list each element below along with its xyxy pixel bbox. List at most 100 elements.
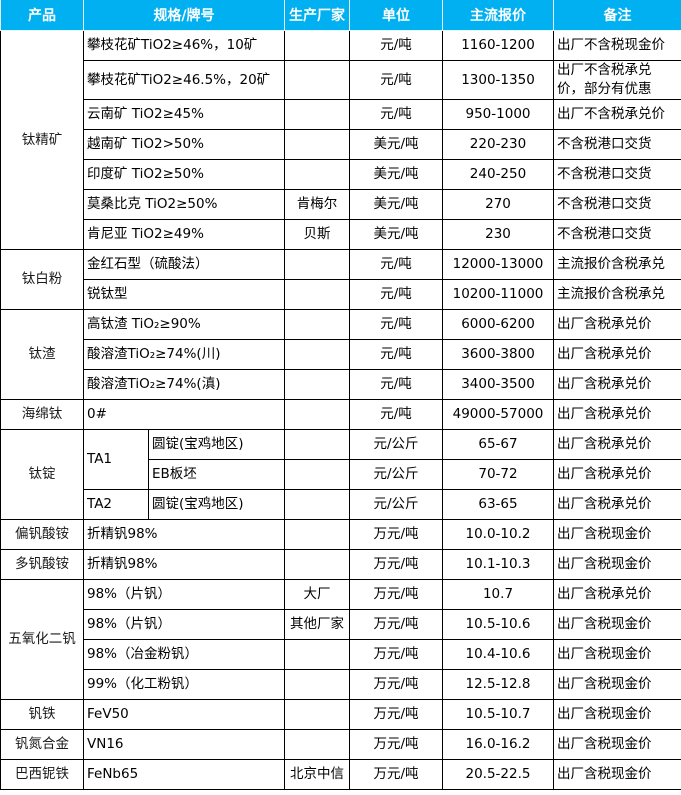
product-cell: 钛锭 [0,429,84,520]
product-cell: 钒氮合金 [0,729,84,760]
note-cell: 出厂含税承兑价 [553,399,681,430]
table-row: 钛锭 TA1 圆锭(宝鸡地区) 元/公斤 65-67 出厂含税承兑价 [0,429,681,520]
note-cell: 出厂含税现金价 [553,669,681,700]
header-price: 主流报价 [442,0,554,31]
spec-cell: FeNb65 [83,759,285,790]
note-cell: 出厂含税现金价 [553,639,681,670]
maker-cell [284,549,350,580]
price-cell: 63-65 [442,489,554,520]
spec-cell: 98%（冶金粉钒） [83,639,285,670]
table-row: 钛渣 高钛渣 TiO₂≥90% 元/吨 6000-6200 出厂含税承兑价 [0,309,681,400]
product-cell: 巴西铌铁 [0,759,84,790]
form-cell: EB板坯 [148,459,285,490]
price-cell: 70-72 [442,459,554,490]
note-cell: 出厂含税承兑价 [553,429,681,460]
unit-cell: 万元/吨 [349,519,443,550]
price-cell: 1160-1200 [442,30,554,61]
unit-cell: 元/吨 [349,309,443,340]
note-cell: 不含税港口交货 [553,159,681,190]
spec-cell: 98%（片钒） [83,609,285,640]
table-row: 偏钒酸铵 折精钒98% 万元/吨 10.0-10.2 出厂含税现金价 [0,519,681,550]
price-cell: 270 [442,189,554,220]
unit-cell: 万元/吨 [349,549,443,580]
unit-cell: 元/公斤 [349,489,443,520]
table-row: 云南矿 TiO2≥45% 元/吨 950-1000 出厂不含税承兑价 [1,99,681,130]
table-row: 莫桑比克 TiO2≥50% 肯梅尔 美元/吨 270 不含税港口交货 [1,189,681,220]
table-row: TA2 圆锭(宝鸡地区) 元/公斤 63-65 出厂含税承兑价 [1,489,681,520]
spec-cell: 酸溶渣TiO₂≥74%(滇) [83,369,285,400]
price-cell: 3600-3800 [442,339,554,370]
unit-cell: 元/公斤 [349,459,443,490]
header-spec: 规格/牌号 [83,0,285,31]
note-cell: 主流报价含税承兑 [553,249,681,280]
unit-cell: 元/吨 [349,279,443,310]
spec-cell: FeV50 [83,699,285,730]
maker-cell [284,129,350,160]
note-cell: 出厂含税现金价 [553,699,681,730]
table-row: 酸溶渣TiO₂≥74%(川) 元/吨 3600-3800 出厂含税承兑价 [1,339,681,370]
spec-cell: 越南矿 TiO2>50% [83,129,285,160]
note-cell: 不含税港口交货 [553,129,681,160]
unit-cell: 美元/吨 [349,189,443,220]
unit-cell: 元/吨 [349,60,443,100]
maker-cell: 大厂 [284,579,350,610]
table-body: 钛精矿 攀枝花矿TiO2≥46%，10矿 元/吨 1160-1200 出厂不含税现金价攀… [0,30,681,790]
unit-cell: 万元/吨 [349,609,443,640]
maker-cell [284,60,350,100]
maker-cell [284,279,350,310]
unit-cell: 美元/吨 [349,219,443,250]
note-cell: 出厂含税现金价 [553,519,681,550]
unit-cell: 万元/吨 [349,699,443,730]
spec-cell: 折精钒98% [83,549,285,580]
table-row: 酸溶渣TiO₂≥74%(滇) 元/吨 3400-3500 出厂含税承兑价 [1,369,681,400]
maker-cell: 北京中信 [284,759,350,790]
spec-cell: 印度矿 TiO2≥50% [83,159,285,190]
maker-cell [284,339,350,370]
unit-cell: 美元/吨 [349,159,443,190]
note-cell: 出厂含税承兑价 [553,489,681,520]
unit-cell: 美元/吨 [349,129,443,160]
maker-cell [284,489,350,520]
price-cell: 240-250 [442,159,554,190]
price-cell: 20.5-22.5 [442,759,554,790]
product-cell: 五氧化二钒 [0,579,84,700]
price-cell: 6000-6200 [442,309,554,340]
table-row: 99%（化工粉钒） 万元/吨 12.5-12.8 出厂含税现金价 [1,669,681,700]
maker-cell [284,519,350,550]
product-cell: 钛渣 [0,309,84,400]
note-cell: 不含税港口交货 [553,219,681,250]
spec-cell: VN16 [83,729,285,760]
table-row: 五氧化二钒 98%（片钒） 大厂 万元/吨 10.7 出厂含税承兑价 [0,579,681,700]
spec-cell: 高钛渣 TiO₂≥90% [83,309,285,340]
product-cell: 多钒酸铵 [0,549,84,580]
price-cell: 230 [442,219,554,250]
note-cell: 主流报价含税承兑 [553,279,681,310]
price-cell: 220-230 [442,129,554,160]
price-cell: 10.4-10.6 [442,639,554,670]
unit-cell: 万元/吨 [349,759,443,790]
maker-cell [284,309,350,340]
price-cell: 49000-57000 [442,399,554,430]
maker-cell: 贝斯 [284,219,350,250]
maker-cell [284,669,350,700]
price-cell: 10.5-10.6 [442,609,554,640]
spec-cell: 金红石型（硫酸法） [83,249,285,280]
header-maker: 生产厂家 [284,0,350,31]
unit-cell: 万元/吨 [349,729,443,760]
spec-cell: 酸溶渣TiO₂≥74%(川) [83,339,285,370]
table-row: 海绵钛 0# 元/吨 49000-57000 出厂含税承兑价 [0,399,681,430]
price-cell: 12000-13000 [442,249,554,280]
spec-cell: 云南矿 TiO2≥45% [83,99,285,130]
unit-cell: 元/吨 [349,369,443,400]
spec-cell: 莫桑比克 TiO2≥50% [83,189,285,220]
note-cell: 出厂含税现金价 [553,729,681,760]
grade-cell: TA2 [83,489,149,520]
form-cell: 圆锭(宝鸡地区) [148,429,285,460]
unit-cell: 万元/吨 [349,669,443,700]
maker-cell: 肯梅尔 [284,189,350,220]
unit-cell: 万元/吨 [349,639,443,670]
table-row: 越南矿 TiO2>50% 美元/吨 220-230 不含税港口交货 [1,129,681,160]
unit-cell: 元/公斤 [349,429,443,460]
product-cell: 钒铁 [0,699,84,730]
price-cell: 10200-11000 [442,279,554,310]
